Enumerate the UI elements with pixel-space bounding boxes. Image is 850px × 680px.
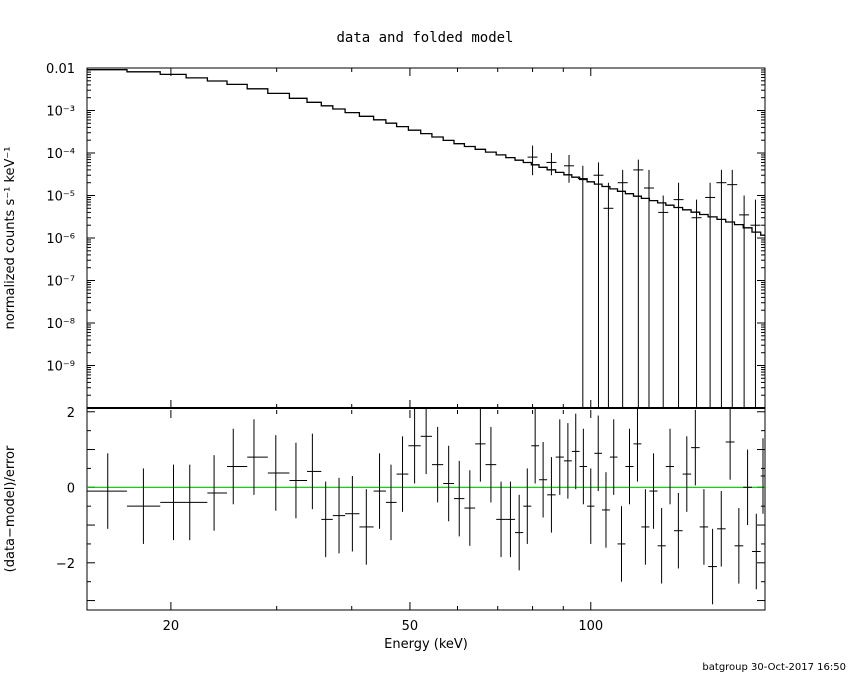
y-tick-label-top: 0.01: [46, 62, 75, 77]
y-tick-label-top: 10⁻³: [46, 105, 75, 120]
y-tick-label-top: 10⁻⁴: [46, 147, 75, 162]
x-tick-label: 50: [402, 619, 419, 634]
y-tick-label-bottom: 0: [67, 481, 75, 496]
x-axis-label: Energy (keV): [384, 637, 468, 652]
y-tick-label-top: 10⁻⁷: [46, 275, 75, 290]
y-axis-label-bottom: (data−model)/error: [3, 445, 18, 572]
x-tick-label: 20: [163, 619, 180, 634]
y-tick-label-top: 10⁻⁵: [46, 190, 75, 205]
y-tick-label-top: 10⁻⁶: [46, 232, 75, 247]
x-tick-label: 100: [578, 619, 603, 634]
y-tick-label-bottom: 2: [67, 406, 75, 421]
y-tick-label-top: 10⁻⁹: [46, 360, 75, 375]
model-step-line: [87, 69, 765, 236]
chart-title: data and folded model: [336, 30, 514, 46]
footer-label: batgroup 30-Oct-2017 16:50: [702, 662, 846, 673]
y-axis-label-top: normalized counts s⁻¹ keV⁻¹: [3, 147, 18, 330]
y-tick-label-bottom: −2: [56, 557, 75, 572]
y-tick-label-top: 10⁻⁸: [46, 317, 75, 332]
